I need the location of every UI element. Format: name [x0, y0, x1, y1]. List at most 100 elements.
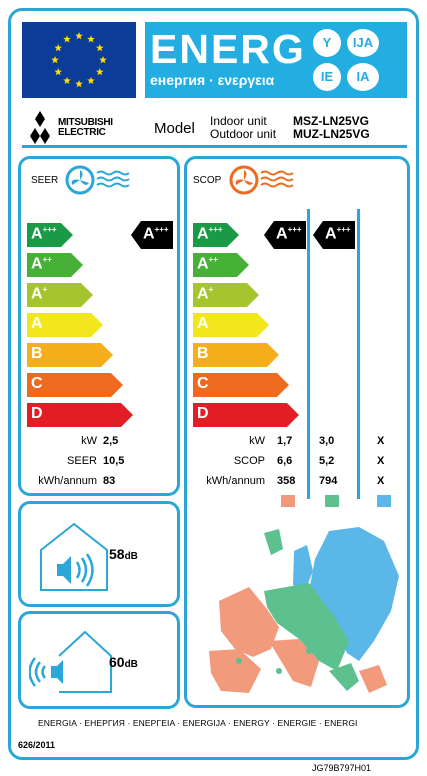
seer-value-seer: 10,5 [103, 455, 125, 467]
indoor-unit-label: Indoor unit [210, 114, 267, 128]
scop-warmer-rating-arrow: A+++ [264, 221, 306, 249]
scop-colder-kw: X [377, 435, 385, 447]
energ-subtitle: енергия · ενεργεια [150, 72, 275, 88]
scop-average-kw: 3,0 [319, 435, 335, 447]
warmer-zone-swatch [281, 495, 295, 507]
scop-colder-scop: X [377, 455, 385, 467]
lang-suffix-y: Y [313, 29, 341, 57]
outdoor-noise-panel: 60dB [18, 611, 180, 709]
unit-labels: Indoor unit Outdoor unit [210, 115, 276, 141]
eu-star [95, 44, 104, 52]
indoor-noise-number: 58 [109, 546, 125, 562]
cooling-fan-icon [65, 165, 130, 195]
scop-warmer-scop: 6,6 [277, 455, 293, 467]
eu-star [63, 35, 71, 43]
scop-class-label-5: B [197, 345, 209, 362]
seer-label-seer: SEER [67, 455, 97, 467]
heating-fan-icon [229, 165, 294, 195]
indoor-noise-panel: 58dB [18, 501, 180, 607]
scop-class-label-2: A++ [197, 255, 218, 273]
seer-class-label-7: D [31, 405, 43, 422]
outdoor-speaker-icon [29, 630, 112, 693]
eu-star [75, 32, 83, 40]
seer-class-label-5: B [31, 345, 43, 362]
seer-label-kwh: kWh/annum [38, 475, 97, 487]
seer-value-kwh: 83 [103, 475, 116, 487]
scop-average-kwh: 794 [319, 475, 338, 487]
eu-star [51, 56, 59, 64]
scop-zone-divider-1 [307, 209, 310, 499]
scop-average-rating-arrow: A+++ [313, 221, 355, 249]
scop-warmer-rating-letter: A [276, 225, 288, 243]
scop-warmer-kwh: 358 [277, 475, 296, 487]
scop-average-scop: 5,2 [319, 455, 335, 467]
seer-class-label-4: A [31, 315, 43, 332]
scop-average-rating-letter: A [325, 225, 337, 243]
seer-rating-arrow: A+++ [131, 221, 173, 249]
seer-rating-sup: +++ [154, 225, 169, 234]
scop-zone-divider-2 [357, 209, 360, 499]
scop-label-kw: kW [249, 435, 265, 447]
indoor-model: MSZ-LN25VG [293, 114, 370, 128]
eu-star [87, 35, 95, 43]
supplier-name-line2: ELECTRIC [58, 127, 106, 138]
mitsubishi-diamonds-icon [30, 111, 50, 144]
scop-warmer-rating-sup: +++ [287, 225, 302, 234]
scop-class-label-3: A+ [197, 285, 214, 303]
eu-stars-icon [51, 32, 107, 88]
scop-average-rating-sup: +++ [336, 225, 351, 234]
footer-languages: ENERGIA · ЕНЕРГИЯ · ΕΝΕΡΓΕΙΑ · ENERGIJA … [38, 718, 358, 728]
seer-title: SEER [31, 175, 59, 186]
average-zone-swatch [325, 495, 339, 507]
scop-warmer-kw: 1,7 [277, 435, 293, 447]
label-code: JG79B797H01 [312, 763, 372, 773]
scop-label-kwh: kWh/annum [206, 475, 265, 487]
seer-value-kw: 2,5 [103, 435, 119, 447]
scop-colder-kwh: X [377, 475, 385, 487]
lang-suffix-ija: IJA [347, 29, 379, 57]
header-divider [22, 145, 407, 148]
eu-star [54, 44, 63, 52]
colder-zone-swatch [377, 495, 391, 507]
outdoor-noise-number: 60 [109, 654, 125, 670]
outdoor-model: MUZ-LN25VG [293, 127, 370, 141]
eu-star [75, 80, 83, 88]
seer-class-label-3: A+ [31, 285, 48, 303]
scop-class-label-4: A [197, 315, 209, 332]
eu-star [95, 68, 104, 76]
eu-star [63, 76, 71, 85]
scop-label-scop: SCOP [233, 455, 265, 467]
indoor-speaker-icon [40, 522, 108, 591]
scop-class-label-1: A+++ [197, 225, 223, 243]
lang-suffix-ie: IE [313, 63, 341, 91]
scop-title: SCOP [193, 175, 222, 186]
lang-suffix-ia: IA [347, 63, 379, 91]
indoor-noise-unit: dB [124, 551, 138, 562]
supplier-name: MITSUBISHI ELECTRIC [58, 118, 113, 138]
seer-class-label-2: A++ [31, 255, 52, 273]
scop-class-label-7: D [197, 405, 209, 422]
europe-climate-map-icon [209, 527, 399, 693]
outdoor-unit-label: Outdoor unit [210, 127, 277, 141]
seer-class-label-6: C [31, 375, 43, 392]
seer-rating-letter: A [143, 225, 155, 243]
label-frame [8, 8, 419, 760]
outdoor-noise-unit: dB [124, 659, 138, 670]
eu-flag [22, 22, 136, 98]
seer-class-label-1: A+++ [31, 225, 57, 243]
indoor-noise-value: 58dB [109, 546, 138, 562]
scop-class-label-6: C [197, 375, 209, 392]
regulation-number: 626/2011 [18, 740, 56, 750]
eu-star [87, 76, 95, 85]
scop-panel: SCOP A+++ A++ A+ A B C D A+++ A+++ kW SCOP kWh… [184, 156, 410, 708]
eu-star [54, 68, 63, 76]
model-label: Model [154, 120, 195, 137]
supplier-name-line1: MITSUBISHI [58, 117, 113, 128]
outdoor-noise-value: 60dB [109, 654, 138, 670]
unit-models: MSZ-LN25VG MUZ-LN25VG [293, 115, 370, 141]
energy-banner: ENERG енергия · ενεργεια Y IJA IE IA [145, 22, 407, 98]
seer-label-kw: kW [81, 435, 97, 447]
eu-star [99, 56, 107, 64]
energ-word: ENERG [150, 26, 306, 72]
seer-panel: SEER A+++ A++ A+ A B C D A+++ kW SEER kWh/annu… [18, 156, 180, 496]
